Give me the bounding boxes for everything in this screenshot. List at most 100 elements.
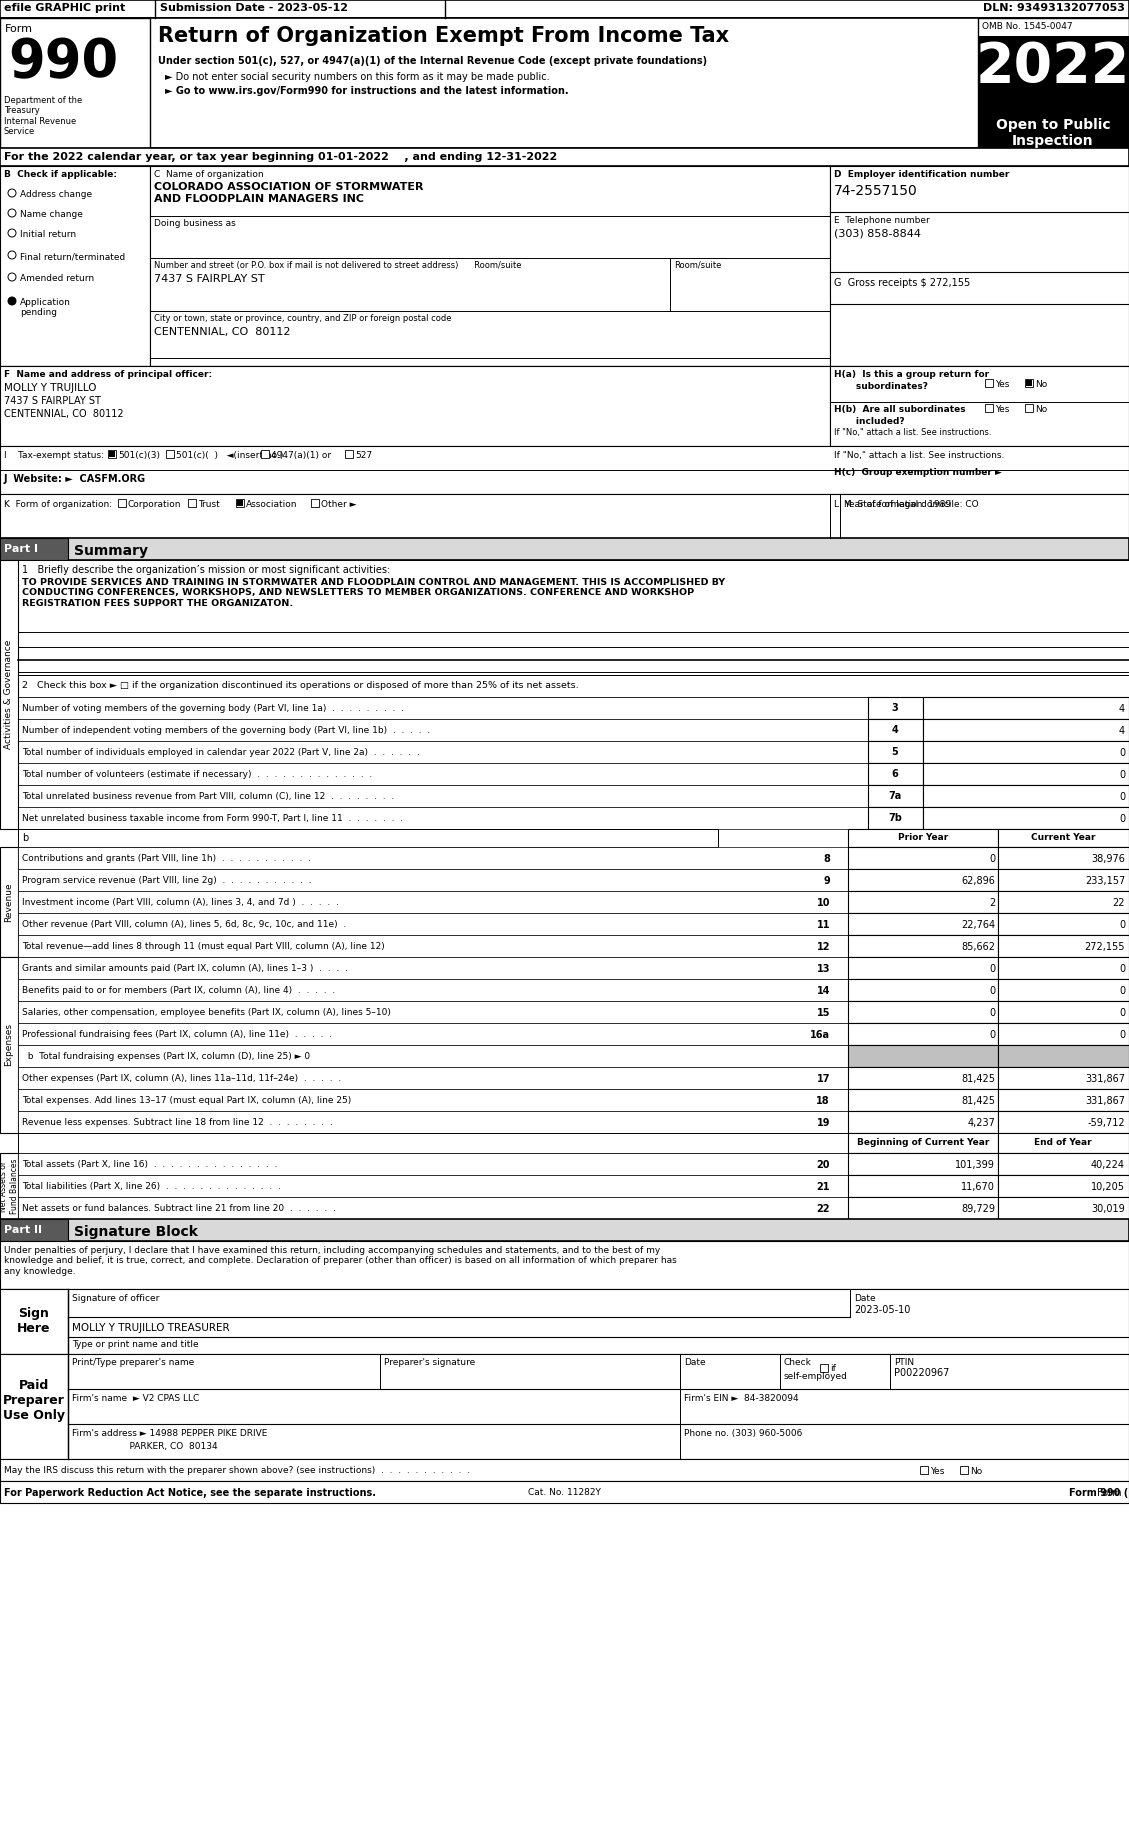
Bar — [18, 913, 848, 935]
Text: 14: 14 — [816, 987, 830, 996]
Bar — [0, 148, 1129, 166]
Text: J  Website: ►  CASFM.ORG: J Website: ► CASFM.ORG — [5, 473, 146, 484]
Bar — [848, 1066, 998, 1088]
Text: Name change: Name change — [20, 211, 82, 220]
Bar — [924, 719, 1129, 741]
Text: 7a: 7a — [889, 791, 902, 800]
Bar — [848, 1133, 998, 1153]
Text: 10,205: 10,205 — [1091, 1183, 1124, 1192]
Text: Return of Organization Exempt From Income Tax: Return of Organization Exempt From Incom… — [158, 26, 729, 46]
Bar — [18, 979, 848, 1002]
Bar — [18, 1175, 848, 1198]
Text: 19: 19 — [816, 1118, 830, 1127]
Bar — [1025, 405, 1033, 412]
Text: Corporation: Corporation — [128, 501, 182, 508]
Text: 331,867: 331,867 — [1085, 1074, 1124, 1085]
Bar — [978, 107, 1129, 148]
Text: 1   Briefly describe the organization’s mission or most significant activities:: 1 Briefly describe the organization’s mi… — [21, 565, 391, 575]
Bar — [848, 1002, 998, 1024]
Bar — [18, 830, 718, 846]
Text: 0: 0 — [989, 854, 995, 865]
Text: Final return/terminated: Final return/terminated — [20, 251, 125, 261]
Text: Form: Form — [5, 24, 33, 33]
Bar — [189, 499, 196, 506]
Text: 2023-05-10: 2023-05-10 — [854, 1305, 910, 1316]
Text: Part I: Part I — [5, 543, 38, 554]
Text: 5: 5 — [892, 747, 899, 758]
Text: Beginning of Current Year: Beginning of Current Year — [857, 1138, 989, 1148]
Bar — [848, 957, 998, 979]
Text: Application
pending: Application pending — [20, 298, 71, 318]
Text: 21: 21 — [816, 1183, 830, 1192]
Text: 331,867: 331,867 — [1085, 1096, 1124, 1105]
Text: Program service revenue (Part VIII, line 2g)  .  .  .  .  .  .  .  .  .  .  .: Program service revenue (Part VIII, line… — [21, 876, 312, 885]
Text: Benefits paid to or for members (Part IX, column (A), line 4)  .  .  .  .  .: Benefits paid to or for members (Part IX… — [21, 987, 335, 994]
Text: 7437 S FAIRPLAY ST: 7437 S FAIRPLAY ST — [154, 274, 264, 285]
Bar — [18, 1088, 848, 1111]
Bar — [166, 451, 174, 458]
Text: Net Assets or
Fund Balances: Net Assets or Fund Balances — [0, 1159, 19, 1214]
Bar — [0, 1220, 68, 1242]
Bar — [924, 763, 1129, 785]
Text: Amended return: Amended return — [20, 274, 94, 283]
Text: Cat. No. 11282Y: Cat. No. 11282Y — [527, 1488, 601, 1497]
Text: 0: 0 — [989, 1007, 995, 1018]
Bar — [0, 366, 830, 445]
Text: 0: 0 — [1119, 987, 1124, 996]
Bar — [18, 560, 1129, 675]
Text: 7437 S FAIRPLAY ST: 7437 S FAIRPLAY ST — [5, 395, 100, 407]
Bar — [998, 1024, 1129, 1044]
Text: 4: 4 — [892, 724, 899, 736]
Text: Total revenue—add lines 8 through 11 (must equal Part VIII, column (A), line 12): Total revenue—add lines 8 through 11 (mu… — [21, 942, 385, 952]
Text: 18: 18 — [816, 1096, 830, 1105]
Text: 16a: 16a — [809, 1029, 830, 1040]
Text: Firm's name  ► V2 CPAS LLC: Firm's name ► V2 CPAS LLC — [72, 1393, 199, 1403]
Circle shape — [8, 298, 16, 305]
Text: 501(c)(  )   ◄(insert no.): 501(c)( ) ◄(insert no.) — [176, 451, 283, 460]
Text: 4: 4 — [1119, 704, 1124, 713]
Text: City or town, state or province, country, and ZIP or foreign postal code: City or town, state or province, country… — [154, 314, 452, 323]
Text: 30,019: 30,019 — [1092, 1205, 1124, 1214]
Text: For the 2022 calendar year, or tax year beginning 01-01-2022    , and ending 12-: For the 2022 calendar year, or tax year … — [5, 152, 558, 163]
Text: Revenue: Revenue — [5, 881, 14, 922]
Text: 9: 9 — [823, 876, 830, 885]
Bar — [0, 1220, 1129, 1242]
Text: Number and street (or P.O. box if mail is not delivered to street address)      : Number and street (or P.O. box if mail i… — [154, 261, 522, 270]
Text: Number of independent voting members of the governing body (Part VI, line 1b)  .: Number of independent voting members of … — [21, 726, 430, 736]
Text: ► Do not enter social security numbers on this form as it may be made public.: ► Do not enter social security numbers o… — [165, 72, 550, 81]
Bar — [18, 785, 868, 808]
Bar — [18, 697, 868, 719]
Bar — [0, 493, 1129, 538]
Text: if: if — [830, 1364, 835, 1373]
Bar — [998, 979, 1129, 1002]
Bar — [924, 785, 1129, 808]
Bar — [848, 1175, 998, 1198]
Bar — [868, 741, 924, 763]
Text: COLORADO ASSOCIATION OF STORMWATER
AND FLOODPLAIN MANAGERS INC: COLORADO ASSOCIATION OF STORMWATER AND F… — [154, 181, 423, 203]
Text: Preparer's signature: Preparer's signature — [384, 1358, 475, 1368]
Text: Phone no. (303) 960-5006: Phone no. (303) 960-5006 — [684, 1429, 803, 1438]
Text: I    Tax-exempt status:: I Tax-exempt status: — [5, 451, 104, 460]
Text: 0: 0 — [1119, 1007, 1124, 1018]
Text: CENTENNIAL, CO  80112: CENTENNIAL, CO 80112 — [5, 408, 123, 419]
Bar — [998, 1002, 1129, 1024]
Text: (303) 858-8844: (303) 858-8844 — [834, 229, 921, 238]
Text: 0: 0 — [989, 1029, 995, 1040]
Text: 81,425: 81,425 — [961, 1074, 995, 1085]
Bar — [18, 935, 848, 957]
Bar — [18, 891, 848, 913]
Bar — [0, 560, 18, 830]
Bar — [0, 1355, 1129, 1460]
Text: Current Year: Current Year — [1031, 833, 1095, 843]
Text: 15: 15 — [816, 1007, 830, 1018]
Text: 0: 0 — [1119, 1029, 1124, 1040]
Text: 40,224: 40,224 — [1091, 1161, 1124, 1170]
Text: No: No — [970, 1467, 982, 1477]
Text: 233,157: 233,157 — [1085, 876, 1124, 885]
Text: If "No," attach a list. See instructions.: If "No," attach a list. See instructions… — [834, 451, 1005, 460]
Text: Sign
Here: Sign Here — [17, 1307, 51, 1334]
Text: efile GRAPHIC print: efile GRAPHIC print — [5, 4, 125, 13]
Bar — [820, 1364, 828, 1371]
Text: Firm's EIN ►  84-3820094: Firm's EIN ► 84-3820094 — [684, 1393, 798, 1403]
Text: 0: 0 — [1119, 965, 1124, 974]
